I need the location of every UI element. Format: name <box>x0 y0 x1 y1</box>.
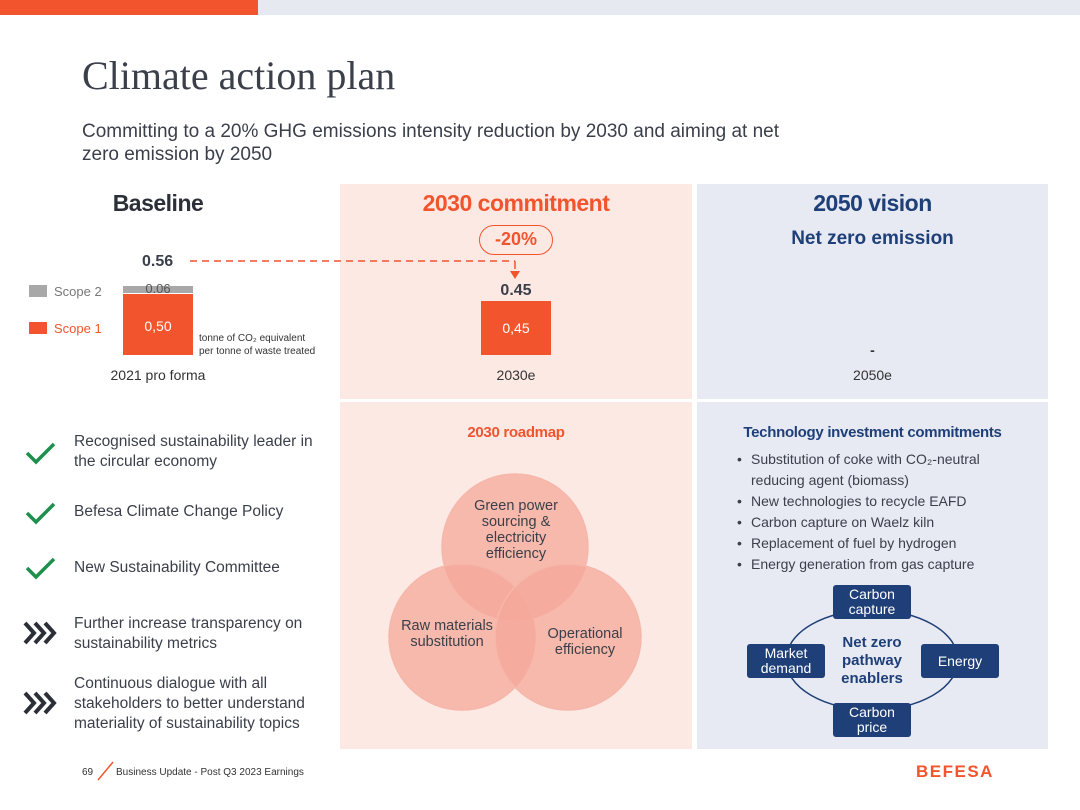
commitment-bar-value: 0,45 <box>502 320 530 336</box>
chevrons-icon <box>23 691 57 715</box>
roadmap-venn <box>388 473 642 711</box>
checklist-item-1: Recognised sustainability leader in the … <box>74 433 313 470</box>
vision-year: 2050e <box>853 367 892 383</box>
vision-heading: 2050 vision <box>813 190 932 216</box>
venn-label-top: Green power sourcing & electricity effic… <box>474 498 558 562</box>
panel-top-arcs <box>340 409 1048 428</box>
legend-scope1-label: Scope 1 <box>54 321 102 336</box>
page-title: Climate action plan <box>82 53 396 98</box>
scope1-bar: 0,50 <box>123 294 193 355</box>
baseline-year: 2021 pro forma <box>110 367 206 383</box>
commitment-bar: 0,45 <box>481 301 551 355</box>
reduction-connector <box>190 260 520 279</box>
legend-scope1-swatch <box>29 322 47 334</box>
tech-bullet-list: Substitution of coke with CO₂-neutral re… <box>736 449 1036 575</box>
venn-label-left: Raw materials substitution <box>401 618 493 650</box>
commitment-year: 2030e <box>496 367 536 383</box>
check-icon <box>25 557 56 580</box>
tech-bullet: Substitution of coke with CO₂-neutral re… <box>736 449 1036 491</box>
enabler-carbon-capture: Carbon capture <box>833 585 911 619</box>
enabler-market-demand: Market demand <box>747 644 825 678</box>
checklist-item-5: Continuous dialogue with all stakeholder… <box>74 675 305 732</box>
footer-slash-icon <box>97 761 114 781</box>
chevrons-icon <box>23 621 57 645</box>
footer-page-number: 69 <box>82 767 94 778</box>
tech-heading: Technology investment commitments <box>743 424 1002 441</box>
scope2-value: 0.06 <box>145 281 171 296</box>
legend-scope2-label: Scope 2 <box>54 284 102 299</box>
tech-bullet: Energy generation from gas capture <box>736 554 1036 575</box>
brand-logo: BEFESA <box>916 762 994 781</box>
reduction-value: -20% <box>494 229 538 249</box>
commitment-total: 0.45 <box>500 282 532 299</box>
scope1-value: 0,50 <box>144 318 172 334</box>
checklist-item-2: Befesa Climate Change Policy <box>74 503 284 520</box>
unit-line-2: per tonne of waste treated <box>199 346 316 357</box>
unit-note: tonne of CO₂ equivalent per tonne of was… <box>199 332 315 358</box>
top-accent-bar <box>0 0 258 15</box>
legend-scope2-swatch <box>29 285 47 297</box>
checklist-item-4: Further increase transparency on sustain… <box>74 615 303 652</box>
commitment-panel <box>340 184 692 399</box>
tech-bullet: Carbon capture on Waelz kiln <box>736 512 1036 533</box>
check-icon <box>25 442 56 465</box>
enabler-carbon-price: Carbon price <box>833 703 911 737</box>
top-grey-bar <box>258 0 1080 15</box>
footer-text: Business Update - Post Q3 2023 Earnings <box>116 767 304 778</box>
tech-bullet: Replacement of fuel by hydrogen <box>736 533 1036 554</box>
page-subtitle: Committing to a 20% GHG emissions intens… <box>82 121 780 165</box>
roadmap-heading: 2030 roadmap <box>467 424 565 441</box>
baseline-total: 0.56 <box>142 253 174 270</box>
vision-panel <box>697 184 1048 399</box>
enabler-energy: Energy <box>921 644 999 678</box>
venn-circle-right <box>494 563 642 711</box>
tech-bullet: New technologies to recycle EAFD <box>736 491 1036 512</box>
baseline-heading: Baseline <box>112 190 204 216</box>
check-icon <box>25 502 56 525</box>
reduction-badge: -20% <box>479 225 553 255</box>
commitment-heading: 2030 commitment <box>422 190 610 216</box>
unit-line-1: tonne of CO₂ equivalent <box>199 333 306 344</box>
scope2-bar <box>123 286 193 293</box>
venn-label-right: Operational efficiency <box>547 626 623 658</box>
vision-value: - <box>870 342 875 358</box>
vision-subheading: Net zero emission <box>791 228 954 249</box>
checklist-item-3: New Sustainability Committee <box>74 559 280 576</box>
enablers-center-label: Net zero pathway enablers <box>841 634 903 687</box>
